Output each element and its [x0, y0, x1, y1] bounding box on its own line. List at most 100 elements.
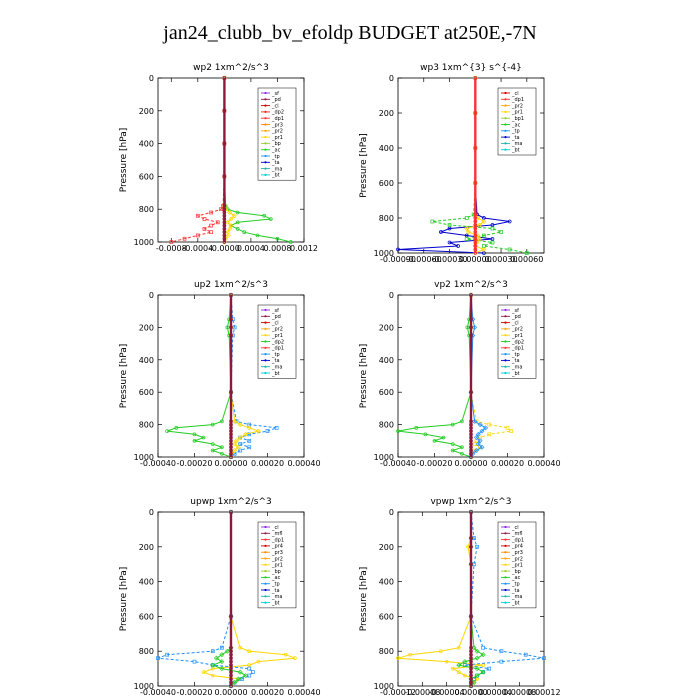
data-point: [542, 656, 546, 661]
data-point: [474, 655, 480, 661]
x-tick-label: -0.00040: [380, 459, 416, 468]
data-point: [229, 223, 233, 228]
legend-marker: [504, 308, 507, 312]
legend-label: _pr1: [511, 110, 523, 116]
data-point: [460, 445, 464, 450]
chart-panel-1: wp2 1xm^2/s^3 Pressure [hPa] 0 200 400 600 800…: [119, 63, 318, 253]
legend-label: _cl: [511, 91, 519, 97]
data-point: [469, 455, 473, 459]
panel-title: upwp 1xm^2/s^3: [190, 497, 271, 507]
y-tick-label: 800: [379, 214, 394, 223]
panel-title: vpwp 1xm^2/s^3: [430, 497, 511, 507]
x-tick-label: -0.00060: [406, 255, 442, 264]
x-tick-label: 0.0008: [263, 244, 291, 253]
data-point: [265, 429, 270, 433]
legend-label: _ta: [271, 358, 280, 364]
page-title: jan24_clubb_bv_efoldp BUDGET at250E,-7N: [163, 22, 537, 44]
data-point: [439, 230, 443, 234]
data-point: [469, 652, 473, 657]
y-axis-label: Pressure [hPa]: [359, 133, 369, 198]
legend-marker: [504, 563, 507, 566]
y-tick-label: 600: [139, 172, 154, 181]
data-point: [396, 656, 400, 661]
legend-marker: [264, 346, 267, 349]
legend-label: _pd: [511, 314, 521, 320]
y-tick-label: 1000: [134, 682, 154, 691]
data-point: [225, 219, 231, 225]
legend-marker: [504, 142, 507, 145]
data-point: [469, 666, 473, 671]
legend-label: _bt: [511, 600, 520, 606]
data-point: [246, 425, 252, 431]
data-point: [487, 422, 492, 427]
data-point: [229, 325, 233, 330]
legend-marker: [264, 327, 267, 330]
data-point: [456, 662, 462, 668]
data-point: [473, 212, 478, 217]
legend-marker: [504, 148, 507, 151]
legend-label: _pr3: [271, 122, 283, 128]
data-point: [469, 293, 473, 297]
data-point: [229, 390, 233, 395]
legend-marker: [264, 123, 267, 126]
legend-marker: [504, 557, 507, 560]
x-tick-label: 0.00000: [214, 459, 247, 468]
data-point: [202, 217, 207, 221]
legend-label: _bp: [511, 569, 521, 575]
data-point: [473, 233, 478, 238]
data-point: [220, 451, 224, 456]
data-point: [477, 222, 483, 228]
data-point: [229, 455, 233, 459]
x-tick-label: 0.0004: [237, 244, 265, 253]
data-point: [229, 649, 233, 654]
data-point: [456, 244, 460, 248]
data-point: [469, 317, 473, 322]
data-point: [238, 435, 242, 440]
legend-marker: [264, 98, 267, 101]
legend-label: _pr2: [271, 327, 283, 333]
data-point: [293, 656, 297, 661]
data-point: [238, 442, 242, 446]
data-point: [229, 656, 233, 661]
y-tick-label: 200: [379, 109, 394, 118]
legend-marker: [264, 167, 267, 170]
legend-marker: [504, 538, 507, 541]
x-tick-label: 0.00040: [287, 459, 320, 468]
data-point: [469, 663, 473, 667]
data-point: [238, 645, 242, 650]
legend-marker: [264, 371, 267, 375]
legend-label: _cl: [511, 320, 519, 326]
data-point: [469, 659, 473, 664]
y-tick-label: 600: [379, 388, 394, 397]
legend-marker: [264, 557, 267, 560]
y-tick-label: 0: [389, 508, 394, 517]
data-point: [447, 223, 452, 227]
data-point: [288, 240, 293, 244]
legend-label: _bt: [271, 600, 280, 606]
legend-marker: [264, 161, 267, 164]
legend-marker: [504, 98, 507, 101]
x-tick-label: -0.0000: [209, 244, 240, 253]
legend-label: _bt: [271, 173, 280, 179]
data-point: [237, 422, 243, 428]
legend-label: _dp2: [271, 110, 284, 116]
data-point: [229, 652, 233, 657]
x-tick-label: 0.00020: [491, 459, 524, 468]
legend-label: _ac: [271, 148, 281, 154]
data-point: [473, 448, 479, 454]
data-point: [243, 673, 249, 679]
data-point: [229, 317, 233, 322]
data-point: [210, 422, 215, 427]
data-point: [238, 448, 242, 453]
data-point: [210, 448, 215, 453]
legend-marker: [264, 551, 267, 554]
legend-marker: [264, 570, 267, 573]
legend-marker: [504, 110, 507, 113]
legend-marker: [504, 371, 507, 375]
data-point: [210, 649, 215, 654]
legend-label: _pd: [271, 97, 281, 103]
data-point: [275, 236, 280, 241]
y-tick-label: 200: [139, 323, 154, 332]
x-tick-label: 0.00000: [214, 688, 247, 697]
legend-marker: [504, 359, 507, 362]
